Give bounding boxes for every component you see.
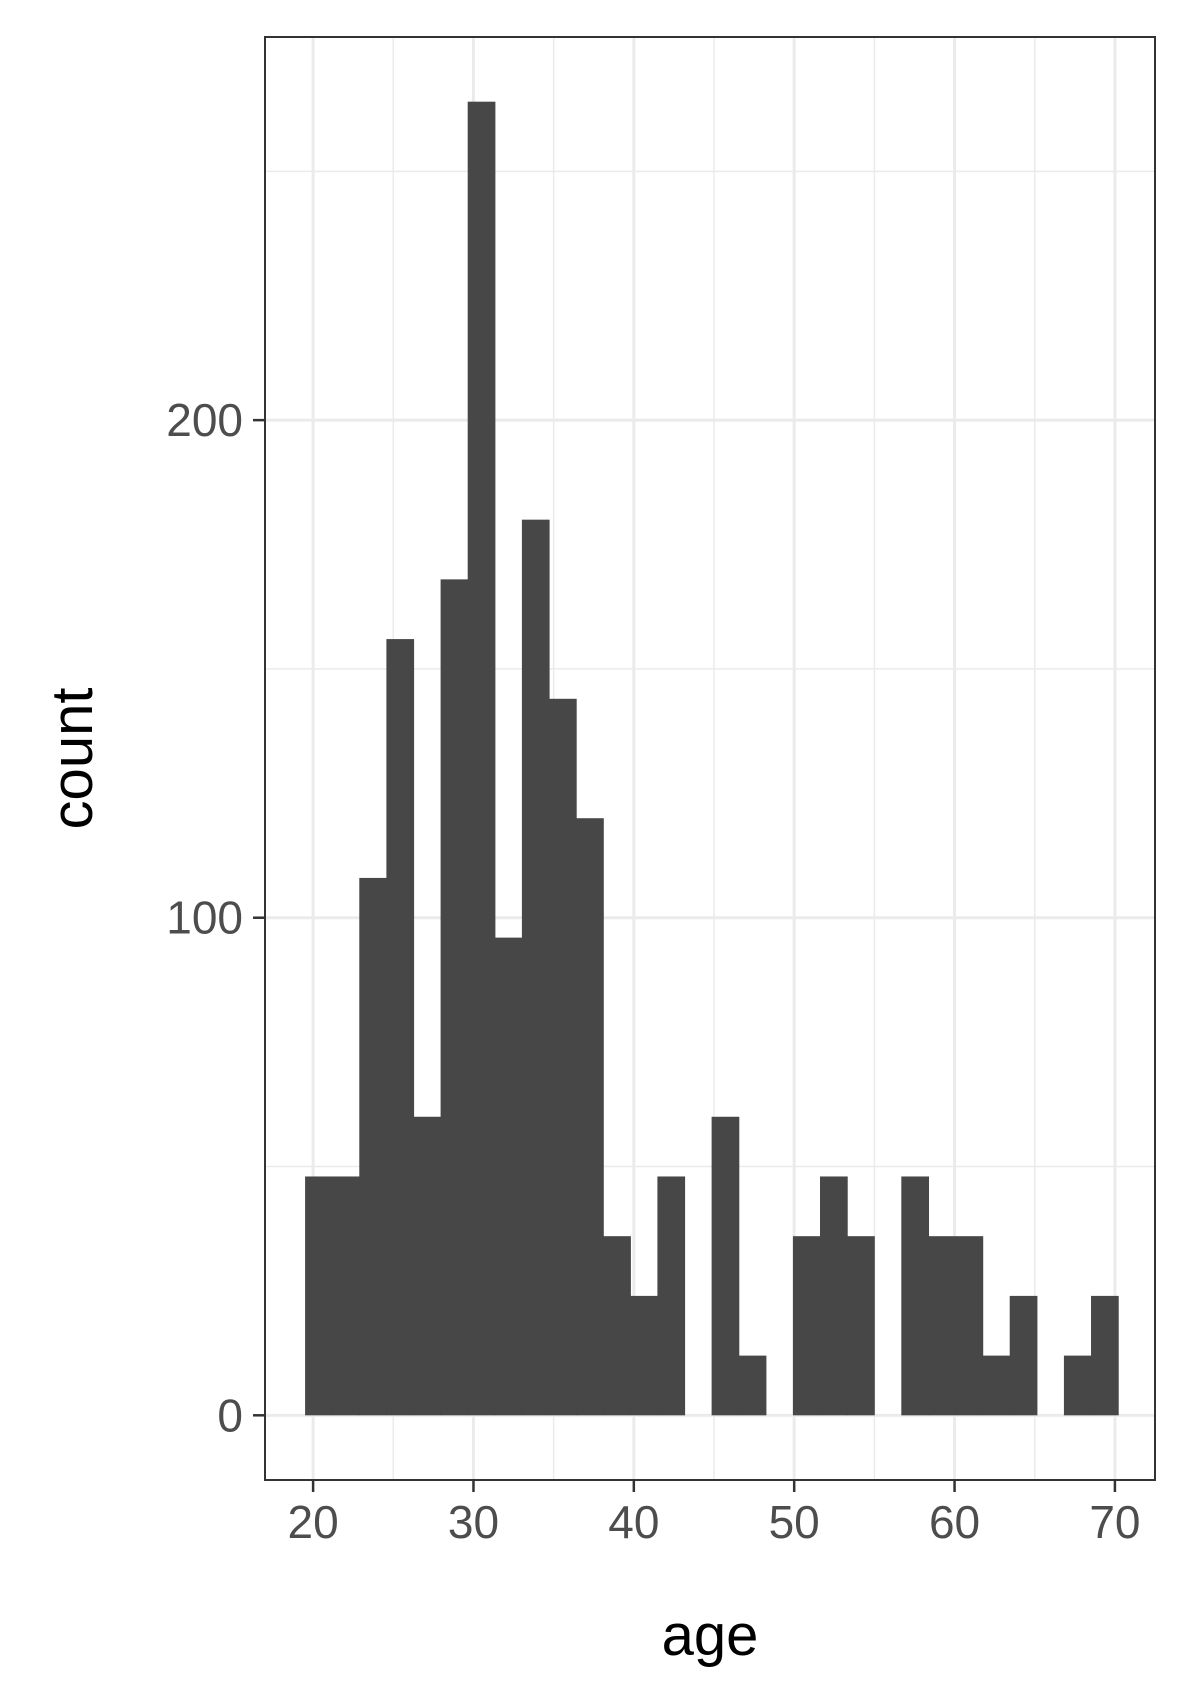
histogram-bar xyxy=(1091,1295,1119,1416)
histogram-bar xyxy=(440,579,469,1416)
histogram-bar xyxy=(603,1236,631,1416)
tick-labels: 20 30 40 50 60 70 0 100 200 xyxy=(166,394,1140,1548)
x-tick-label: 40 xyxy=(608,1496,659,1548)
x-tick-label: 60 xyxy=(929,1496,980,1548)
histogram-bar xyxy=(1063,1355,1092,1416)
y-tick-label: 200 xyxy=(166,394,243,446)
histogram-bar xyxy=(901,1176,930,1416)
panel-border xyxy=(264,36,1156,1481)
x-tick-label: 70 xyxy=(1089,1496,1140,1548)
y-axis-title: count xyxy=(40,688,105,830)
histogram-bar xyxy=(1009,1295,1038,1416)
y-tick-label: 100 xyxy=(166,892,243,944)
histogram-bar xyxy=(792,1236,821,1416)
histogram-bar xyxy=(548,698,577,1416)
axis-ticks xyxy=(253,418,1117,1492)
x-axis-title: age xyxy=(662,1603,759,1668)
histogram-bar xyxy=(521,519,550,1416)
histogram-bar xyxy=(359,877,387,1416)
histogram-bar xyxy=(305,1176,333,1416)
y-tick-label: 0 xyxy=(217,1389,243,1441)
histogram-bar xyxy=(494,937,523,1416)
histogram-bars xyxy=(305,101,1119,1416)
histogram-bar xyxy=(630,1295,659,1416)
x-tick-label: 50 xyxy=(769,1496,820,1548)
histogram-bar xyxy=(711,1116,740,1416)
x-tick-label: 20 xyxy=(288,1496,339,1548)
histogram-bar xyxy=(738,1355,767,1416)
histogram-bar xyxy=(982,1355,1011,1416)
histogram-bar xyxy=(413,1116,442,1416)
histogram-bar xyxy=(847,1236,875,1416)
histogram-bar xyxy=(576,818,604,1416)
histogram-bar xyxy=(332,1176,360,1416)
histogram-bar xyxy=(386,639,415,1416)
histogram-bar xyxy=(820,1176,848,1416)
histogram-bar xyxy=(467,101,496,1416)
x-tick-label: 30 xyxy=(448,1496,499,1548)
histogram-bar xyxy=(657,1176,686,1416)
histogram-bar xyxy=(928,1236,957,1416)
histogram-bar xyxy=(955,1236,984,1416)
